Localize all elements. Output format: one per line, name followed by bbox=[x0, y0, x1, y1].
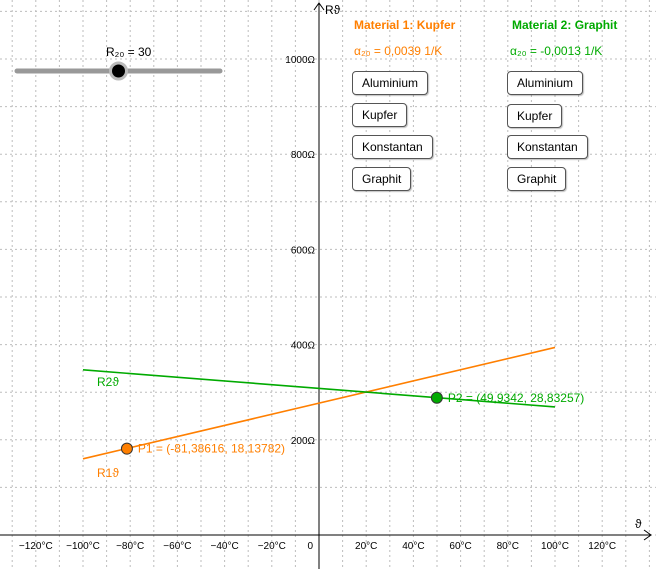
tick-labels: −120°C −100°C −80°C −60°C −40°C −20°C 0 20°C 40°… bbox=[19, 55, 616, 552]
x-tick-label: 80°C bbox=[497, 541, 519, 552]
material1-aluminium-button[interactable]: Aluminium bbox=[352, 71, 429, 95]
x-axis-symbol: ϑ bbox=[635, 517, 642, 531]
material2-kupfer-button[interactable]: Kupfer bbox=[507, 104, 563, 128]
data-points[interactable]: P1 = (-81,38616, 18,13782) P2 = (49,9342,… bbox=[120, 391, 584, 456]
r20-slider[interactable]: R₂₀ = 30 bbox=[14, 45, 223, 81]
x-tick-label: −80°C bbox=[116, 541, 144, 552]
material2-aluminium-button[interactable]: Aluminium bbox=[507, 71, 584, 95]
point-p2[interactable] bbox=[430, 391, 443, 404]
x-tick-label: 60°C bbox=[449, 541, 471, 552]
y-tick-label: 600Ω bbox=[291, 245, 316, 256]
x-tick-label: −20°C bbox=[258, 541, 286, 552]
series-r1-label: R1ϑ bbox=[97, 466, 119, 480]
y-tick-label: 800Ω bbox=[291, 150, 316, 161]
y-axis-arrow bbox=[313, 2, 325, 11]
y-axis-symbol: Rϑ bbox=[325, 3, 341, 17]
x-tick-label: 40°C bbox=[402, 541, 424, 552]
material2-konstantan-button[interactable]: Konstantan bbox=[507, 135, 588, 159]
y-tick-label: 200Ω bbox=[291, 436, 316, 447]
x-tick-label: −120°C bbox=[19, 541, 53, 552]
material2-title: Material 2: Graphit bbox=[512, 18, 618, 32]
y-tick-label: 1000Ω bbox=[285, 55, 315, 66]
x-tick-label: 0 bbox=[307, 541, 313, 552]
material1-graphit-button[interactable]: Graphit bbox=[352, 167, 412, 191]
x-tick-label: −60°C bbox=[163, 541, 191, 552]
material2-graphit-button[interactable]: Graphit bbox=[507, 167, 567, 191]
material2-alpha: α₂₀ = -0,0013 1/K bbox=[510, 44, 603, 58]
series-lines: R1ϑ R2ϑ bbox=[82, 346, 556, 480]
point-p1[interactable] bbox=[120, 442, 133, 455]
point-p2-label: P2 = (49,9342, 28,83257) bbox=[448, 391, 584, 405]
material1-alpha: α₂₀ = 0,0039 1/K bbox=[354, 44, 443, 58]
material1-title: Material 1: Kupfer bbox=[354, 18, 456, 32]
x-tick-label: 120°C bbox=[588, 541, 616, 552]
x-tick-label: 20°C bbox=[355, 541, 377, 552]
series-r2-line bbox=[82, 369, 556, 408]
x-axis-arrow bbox=[643, 529, 652, 541]
material1-kupfer-button[interactable]: Kupfer bbox=[352, 103, 408, 127]
point-p1-label: P1 = (-81,38616, 18,13782) bbox=[138, 442, 285, 456]
series-r1-line bbox=[82, 346, 556, 460]
y-tick-label: 400Ω bbox=[291, 341, 316, 352]
slider-label: R₂₀ = 30 bbox=[106, 45, 152, 59]
material1-konstantan-button[interactable]: Konstantan bbox=[352, 135, 433, 159]
x-tick-label: −100°C bbox=[66, 541, 100, 552]
x-tick-label: −40°C bbox=[211, 541, 239, 552]
slider-handle[interactable] bbox=[109, 61, 128, 81]
x-tick-label: 100°C bbox=[541, 541, 569, 552]
series-r2-label: R2ϑ bbox=[97, 375, 119, 389]
